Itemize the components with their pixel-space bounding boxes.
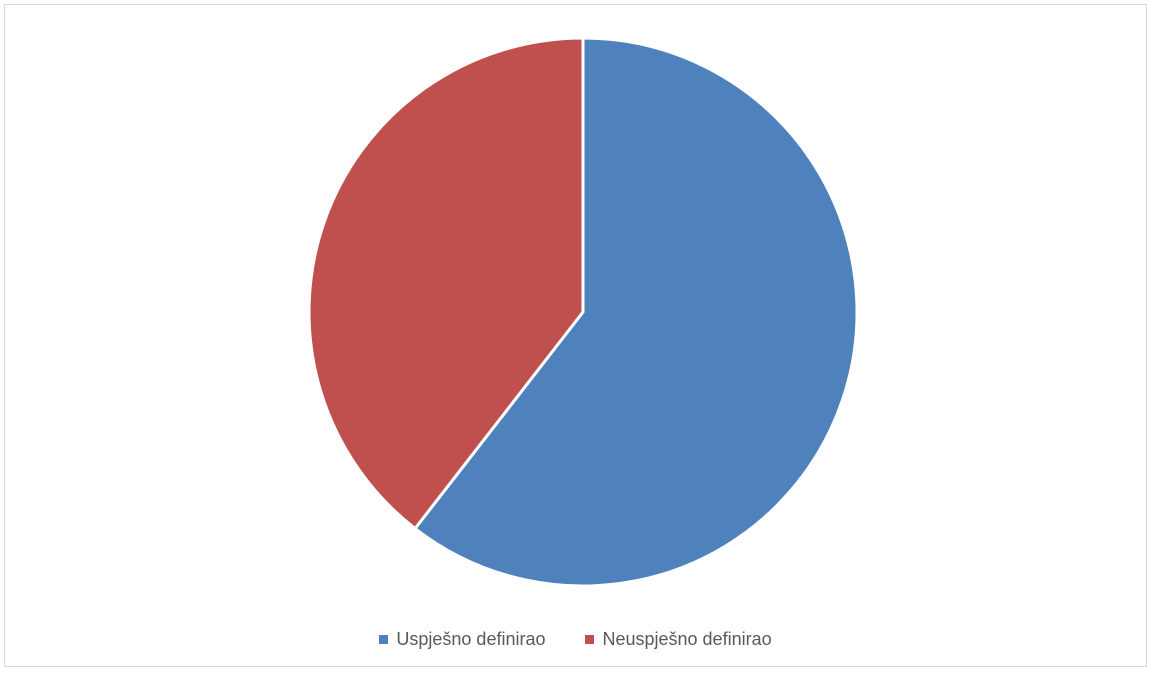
- pie-slice-neuspjesno: [307, 36, 585, 531]
- chart-area: Uspješno definirao Neuspješno definirao: [4, 4, 1147, 667]
- legend-label-neuspjesno: Neuspješno definirao: [602, 629, 772, 649]
- legend-swatch-uspjesno: [379, 635, 389, 644]
- legend-swatch-neuspjesno: [585, 635, 595, 644]
- legend: Uspješno definirao Neuspješno definirao: [5, 629, 1146, 650]
- legend-label-uspjesno: Uspješno definirao: [396, 629, 546, 649]
- pie-slice-uspjesno: [413, 36, 859, 588]
- pie-chart: [307, 36, 859, 588]
- legend-item-uspjesno: Uspješno definirao: [379, 629, 545, 650]
- legend-item-neuspjesno: Neuspješno definirao: [585, 629, 772, 650]
